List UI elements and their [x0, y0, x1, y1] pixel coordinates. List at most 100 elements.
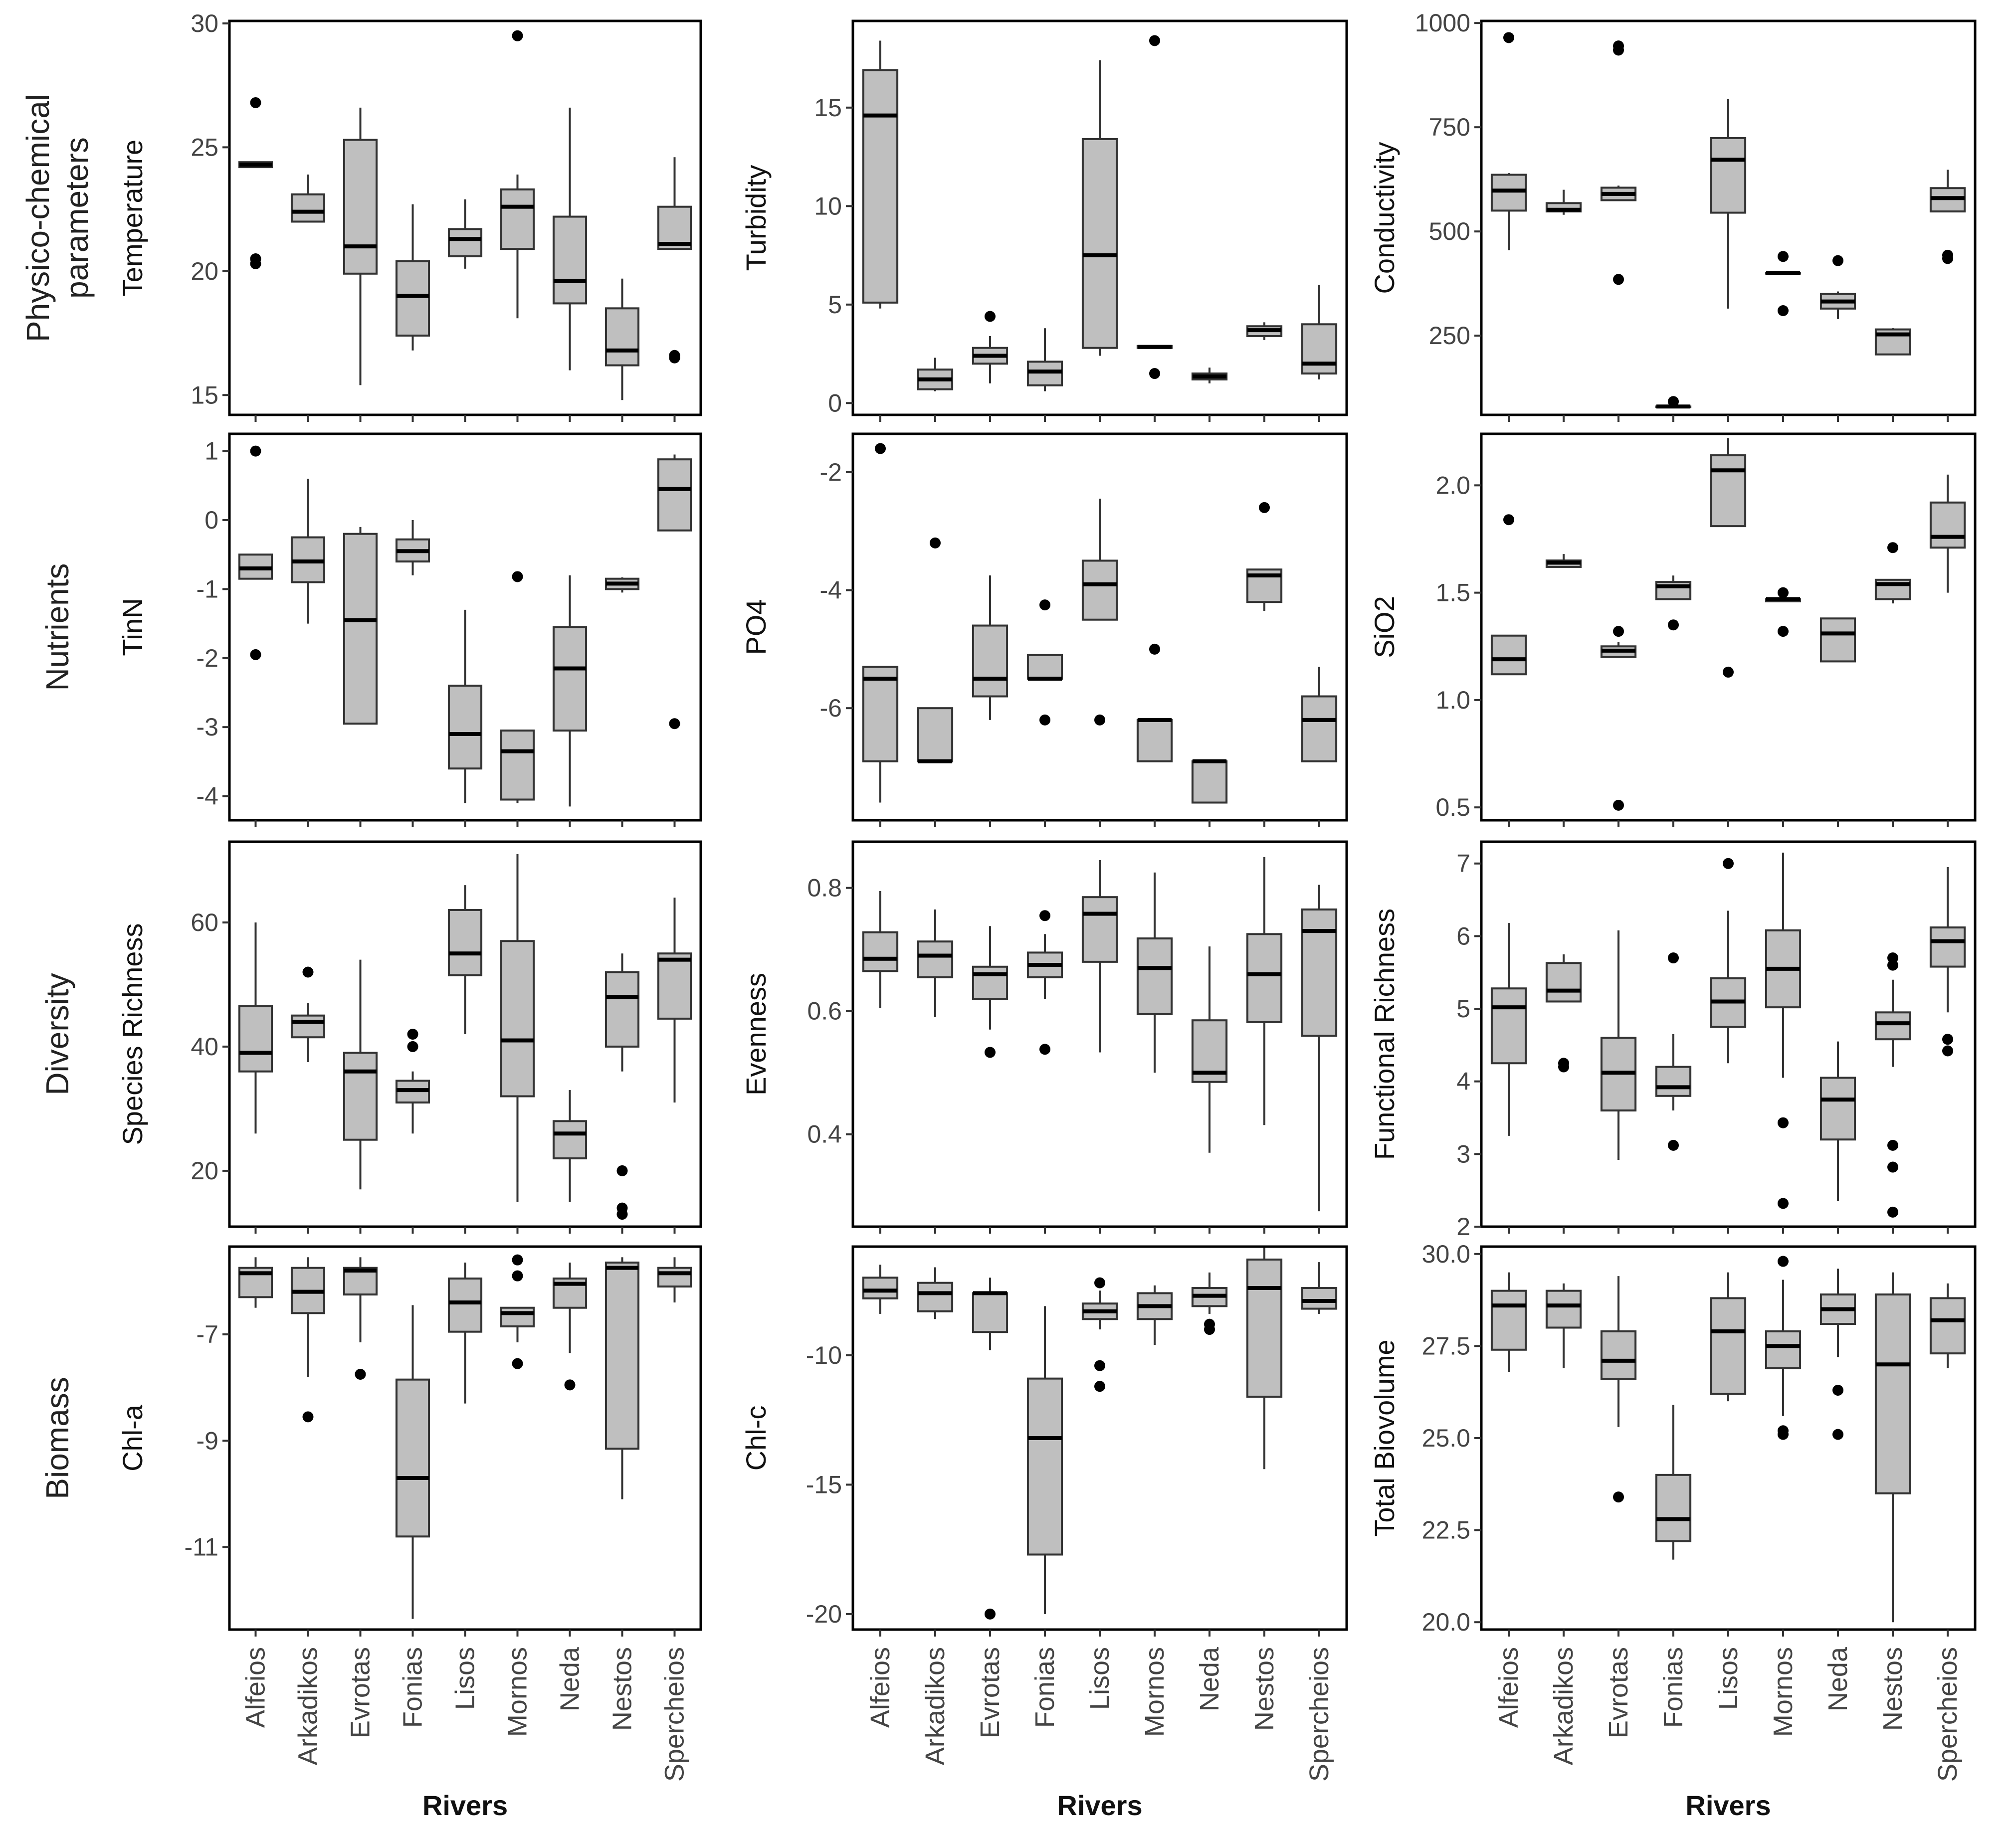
- box-arkadikos: [917, 537, 954, 763]
- iqr-box: [917, 707, 954, 762]
- box-nestos: [605, 577, 640, 593]
- box-arkadikos: [290, 478, 326, 624]
- y-tick-label: 0.8: [807, 874, 842, 902]
- y-tick-label: 60: [191, 909, 218, 936]
- box-fonias: [1026, 910, 1063, 1055]
- y-axis-label: SiO2: [1369, 596, 1400, 658]
- box-mornos: [500, 854, 535, 1202]
- outlier-point: [250, 445, 261, 457]
- box-alfeios: [1490, 1272, 1527, 1372]
- panel-functional-richness: 2 3 4 5 6 7 Functional Richness: [1369, 840, 1977, 1241]
- iqr-box: [290, 193, 326, 223]
- iqr-box: [917, 940, 954, 978]
- box-lisos: [1081, 1277, 1118, 1392]
- outlier-point: [1887, 542, 1898, 553]
- iqr-box: [862, 666, 899, 762]
- panel-chl-a: -11 -9 -7 Chl-a Alfeios Arkadikos Evrotas Fonia…: [117, 1245, 702, 1821]
- outlier-point: [1613, 44, 1624, 56]
- outlier-point: [1094, 1381, 1105, 1392]
- box-mornos: [1136, 643, 1173, 762]
- y-tick-label: 22.5: [1422, 1516, 1470, 1544]
- iqr-box: [1490, 987, 1527, 1065]
- outlier-point: [250, 649, 261, 660]
- box-nestos: [1246, 502, 1283, 611]
- y-tick-label: 27.5: [1422, 1332, 1470, 1360]
- box-spercheios: [657, 898, 692, 1103]
- box-alfeios: [238, 922, 273, 1134]
- box-lisos: [1710, 438, 1747, 678]
- y-axis-label: Chl-a: [117, 1404, 148, 1471]
- outlier-point: [1778, 1256, 1789, 1267]
- outlier-point: [355, 1369, 366, 1380]
- box-neda: [552, 1263, 588, 1391]
- box-fonias: [395, 1029, 430, 1134]
- y-tick-label: -7: [197, 1320, 218, 1348]
- box-fonias: [1655, 396, 1692, 409]
- iqr-box: [552, 1120, 588, 1160]
- box-alfeios: [238, 97, 273, 269]
- y-tick-label: 5: [828, 291, 842, 319]
- x-tick-label: Neda: [555, 1647, 585, 1711]
- box-mornos: [1136, 1285, 1173, 1345]
- outlier-point: [1942, 1045, 1953, 1057]
- box-alfeios: [238, 445, 273, 660]
- box-neda: [552, 1090, 588, 1202]
- x-tick-label: Alfeios: [241, 1647, 271, 1728]
- box-neda: [1191, 368, 1228, 383]
- x-tick-label: Nestos: [607, 1647, 637, 1731]
- box-lisos: [1081, 860, 1118, 1053]
- box-neda: [1819, 1269, 1856, 1440]
- outlier-point: [1558, 1061, 1569, 1073]
- box-arkadikos: [917, 358, 954, 391]
- iqr-box: [1490, 174, 1527, 212]
- iqr-box: [1819, 617, 1856, 663]
- iqr-box: [972, 1292, 1008, 1333]
- y-axis-label: PO4: [740, 599, 772, 655]
- outlier-point: [930, 537, 941, 549]
- outlier-point: [512, 1254, 523, 1266]
- row-label-3: Biomass: [39, 1377, 75, 1499]
- box-mornos: [1765, 852, 1802, 1209]
- iqr-box: [1874, 1011, 1911, 1041]
- y-tick-label: -2: [197, 644, 218, 672]
- outlier-point: [1613, 274, 1624, 285]
- iqr-box: [1710, 1297, 1747, 1395]
- box-fonias: [1026, 328, 1063, 391]
- outlier-point: [1503, 514, 1514, 526]
- iqr-box: [1191, 760, 1228, 804]
- box-mornos: [1136, 35, 1173, 379]
- box-lisos: [1081, 499, 1118, 726]
- y-tick-label: 15: [814, 94, 842, 122]
- x-tick-label: Lisos: [1085, 1647, 1115, 1710]
- outlier-point: [512, 1270, 523, 1282]
- box-fonias: [395, 520, 430, 575]
- iqr-box: [1710, 454, 1747, 528]
- iqr-box: [862, 1277, 899, 1299]
- iqr-box: [605, 971, 640, 1048]
- y-tick-label: -3: [197, 713, 218, 741]
- y-tick-label: 30: [191, 9, 218, 37]
- y-tick-label: -15: [806, 1471, 842, 1498]
- box-evrotas: [1600, 40, 1637, 285]
- iqr-box: [1929, 926, 1966, 968]
- y-tick-label: 0: [828, 389, 842, 417]
- y-tick-label: -10: [806, 1341, 842, 1369]
- y-tick-label: 30.0: [1422, 1240, 1470, 1268]
- box-nestos: [1874, 328, 1911, 356]
- box-arkadikos: [917, 1267, 954, 1319]
- y-tick-label: 25: [191, 133, 218, 161]
- y-tick-label: 40: [191, 1033, 218, 1061]
- iqr-box: [500, 940, 535, 1098]
- iqr-box: [500, 1306, 535, 1328]
- x-tick-label: Nestos: [1249, 1647, 1279, 1731]
- box-alfeios: [862, 891, 899, 1008]
- y-tick-label: -2: [820, 458, 842, 486]
- x-tick-label: Evrotas: [975, 1647, 1005, 1738]
- box-spercheios: [657, 157, 692, 364]
- y-axis-label: TinN: [117, 598, 148, 656]
- box-lisos: [447, 199, 483, 269]
- y-tick-label: 0.6: [807, 997, 842, 1025]
- box-spercheios: [1929, 867, 1966, 1057]
- box-neda: [1191, 946, 1228, 1153]
